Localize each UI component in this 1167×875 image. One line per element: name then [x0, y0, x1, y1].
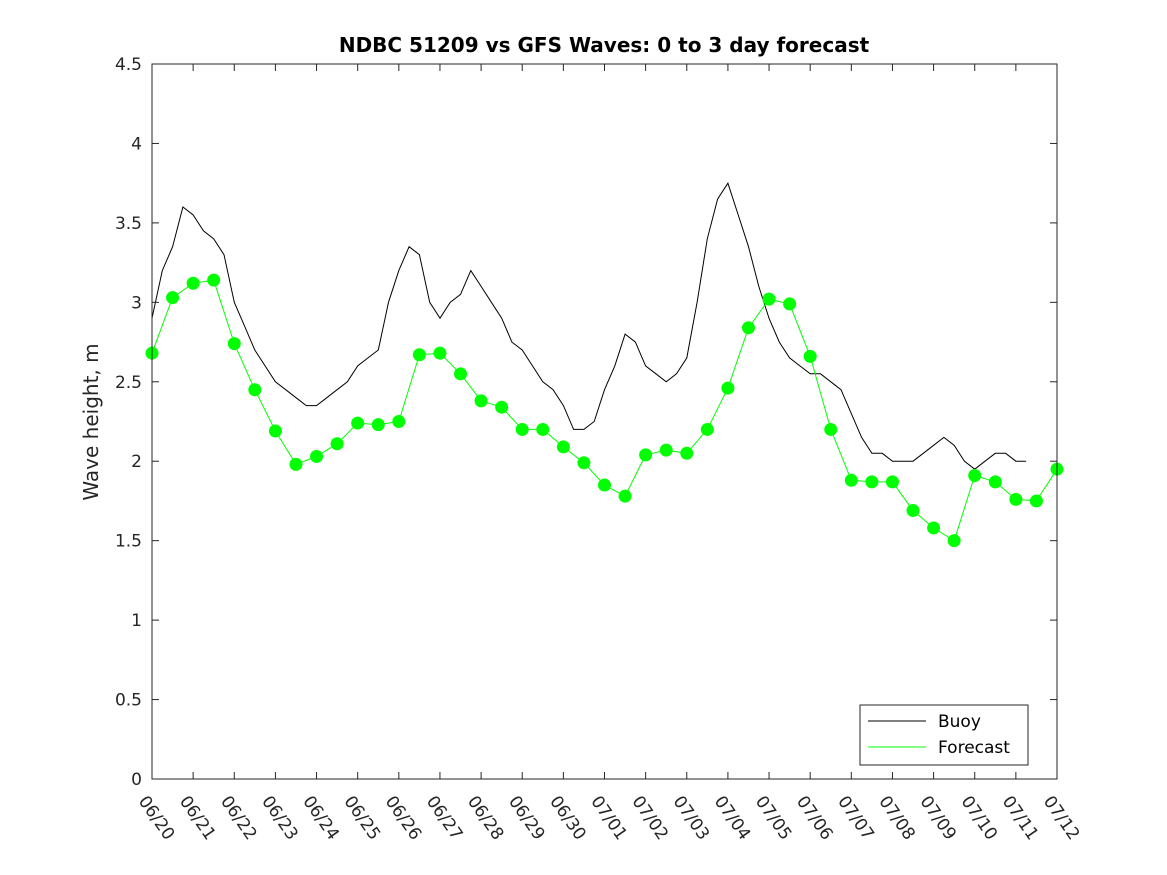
- y-axis-label: Wave height, m: [79, 343, 103, 500]
- y-tick-label: 2.5: [115, 373, 142, 393]
- y-tick-label: 0.5: [115, 691, 142, 711]
- forecast-point: [659, 443, 673, 457]
- forecast-point: [968, 469, 982, 483]
- forecast-point: [618, 489, 632, 503]
- forecast-point: [556, 440, 570, 454]
- legend-label-buoy: Buoy: [938, 712, 981, 732]
- forecast-point: [330, 437, 344, 451]
- forecast-point: [803, 349, 817, 363]
- forecast-point: [227, 337, 241, 351]
- y-tick-label: 3.5: [115, 214, 142, 234]
- y-tick-label: 1: [131, 611, 142, 631]
- y-tick-label: 1.5: [115, 532, 142, 552]
- forecast-point: [207, 273, 221, 287]
- forecast-point: [351, 416, 365, 430]
- forecast-point: [865, 475, 879, 489]
- forecast-point: [988, 475, 1002, 489]
- forecast-point: [947, 534, 961, 548]
- forecast-point: [1029, 494, 1043, 508]
- y-tick-label: 3: [131, 293, 142, 313]
- forecast-point: [598, 478, 611, 492]
- forecast-point: [639, 448, 653, 462]
- forecast-point: [515, 422, 529, 436]
- forecast-point: [495, 400, 509, 414]
- forecast-point: [454, 367, 468, 381]
- y-tick-label: 2: [131, 452, 142, 472]
- forecast-point: [824, 422, 838, 436]
- forecast-point: [289, 457, 303, 471]
- forecast-point: [474, 394, 488, 408]
- forecast-point: [433, 346, 447, 360]
- forecast-point: [783, 297, 797, 311]
- forecast-point: [741, 321, 755, 335]
- forecast-point: [412, 348, 426, 362]
- forecast-point: [577, 456, 591, 470]
- forecast-point: [885, 475, 899, 489]
- series-line-buoy: [151, 182, 1027, 470]
- legend: Buoy Forecast: [859, 704, 1029, 766]
- y-tick-label: 0: [131, 770, 142, 790]
- legend-label-forecast: Forecast: [938, 738, 1010, 758]
- forecast-point: [536, 422, 550, 436]
- forecast-point: [392, 415, 406, 428]
- forecast-point: [844, 473, 858, 487]
- forecast-point: [700, 422, 714, 436]
- forecast-point: [371, 418, 385, 432]
- chart-title: NDBC 51209 vs GFS Waves: 0 to 3 day fore…: [339, 33, 870, 57]
- forecast-point: [927, 521, 941, 535]
- forecast-point: [721, 381, 735, 395]
- forecast-point: [1009, 492, 1023, 506]
- forecast-point: [762, 292, 776, 306]
- forecast-point: [680, 446, 694, 460]
- forecast-point: [310, 449, 324, 463]
- forecast-point: [248, 383, 262, 397]
- y-axis: 0 0.5 1 1.5 2 2.5 3 3.5 4 4.5: [115, 55, 1057, 790]
- forecast-point: [166, 291, 180, 305]
- y-tick-label: 4.5: [115, 55, 142, 75]
- legend-box: [859, 704, 1029, 766]
- forecast-point: [906, 503, 920, 517]
- forecast-point: [186, 276, 200, 290]
- y-tick-label: 4: [131, 134, 142, 154]
- forecast-point: [268, 424, 282, 438]
